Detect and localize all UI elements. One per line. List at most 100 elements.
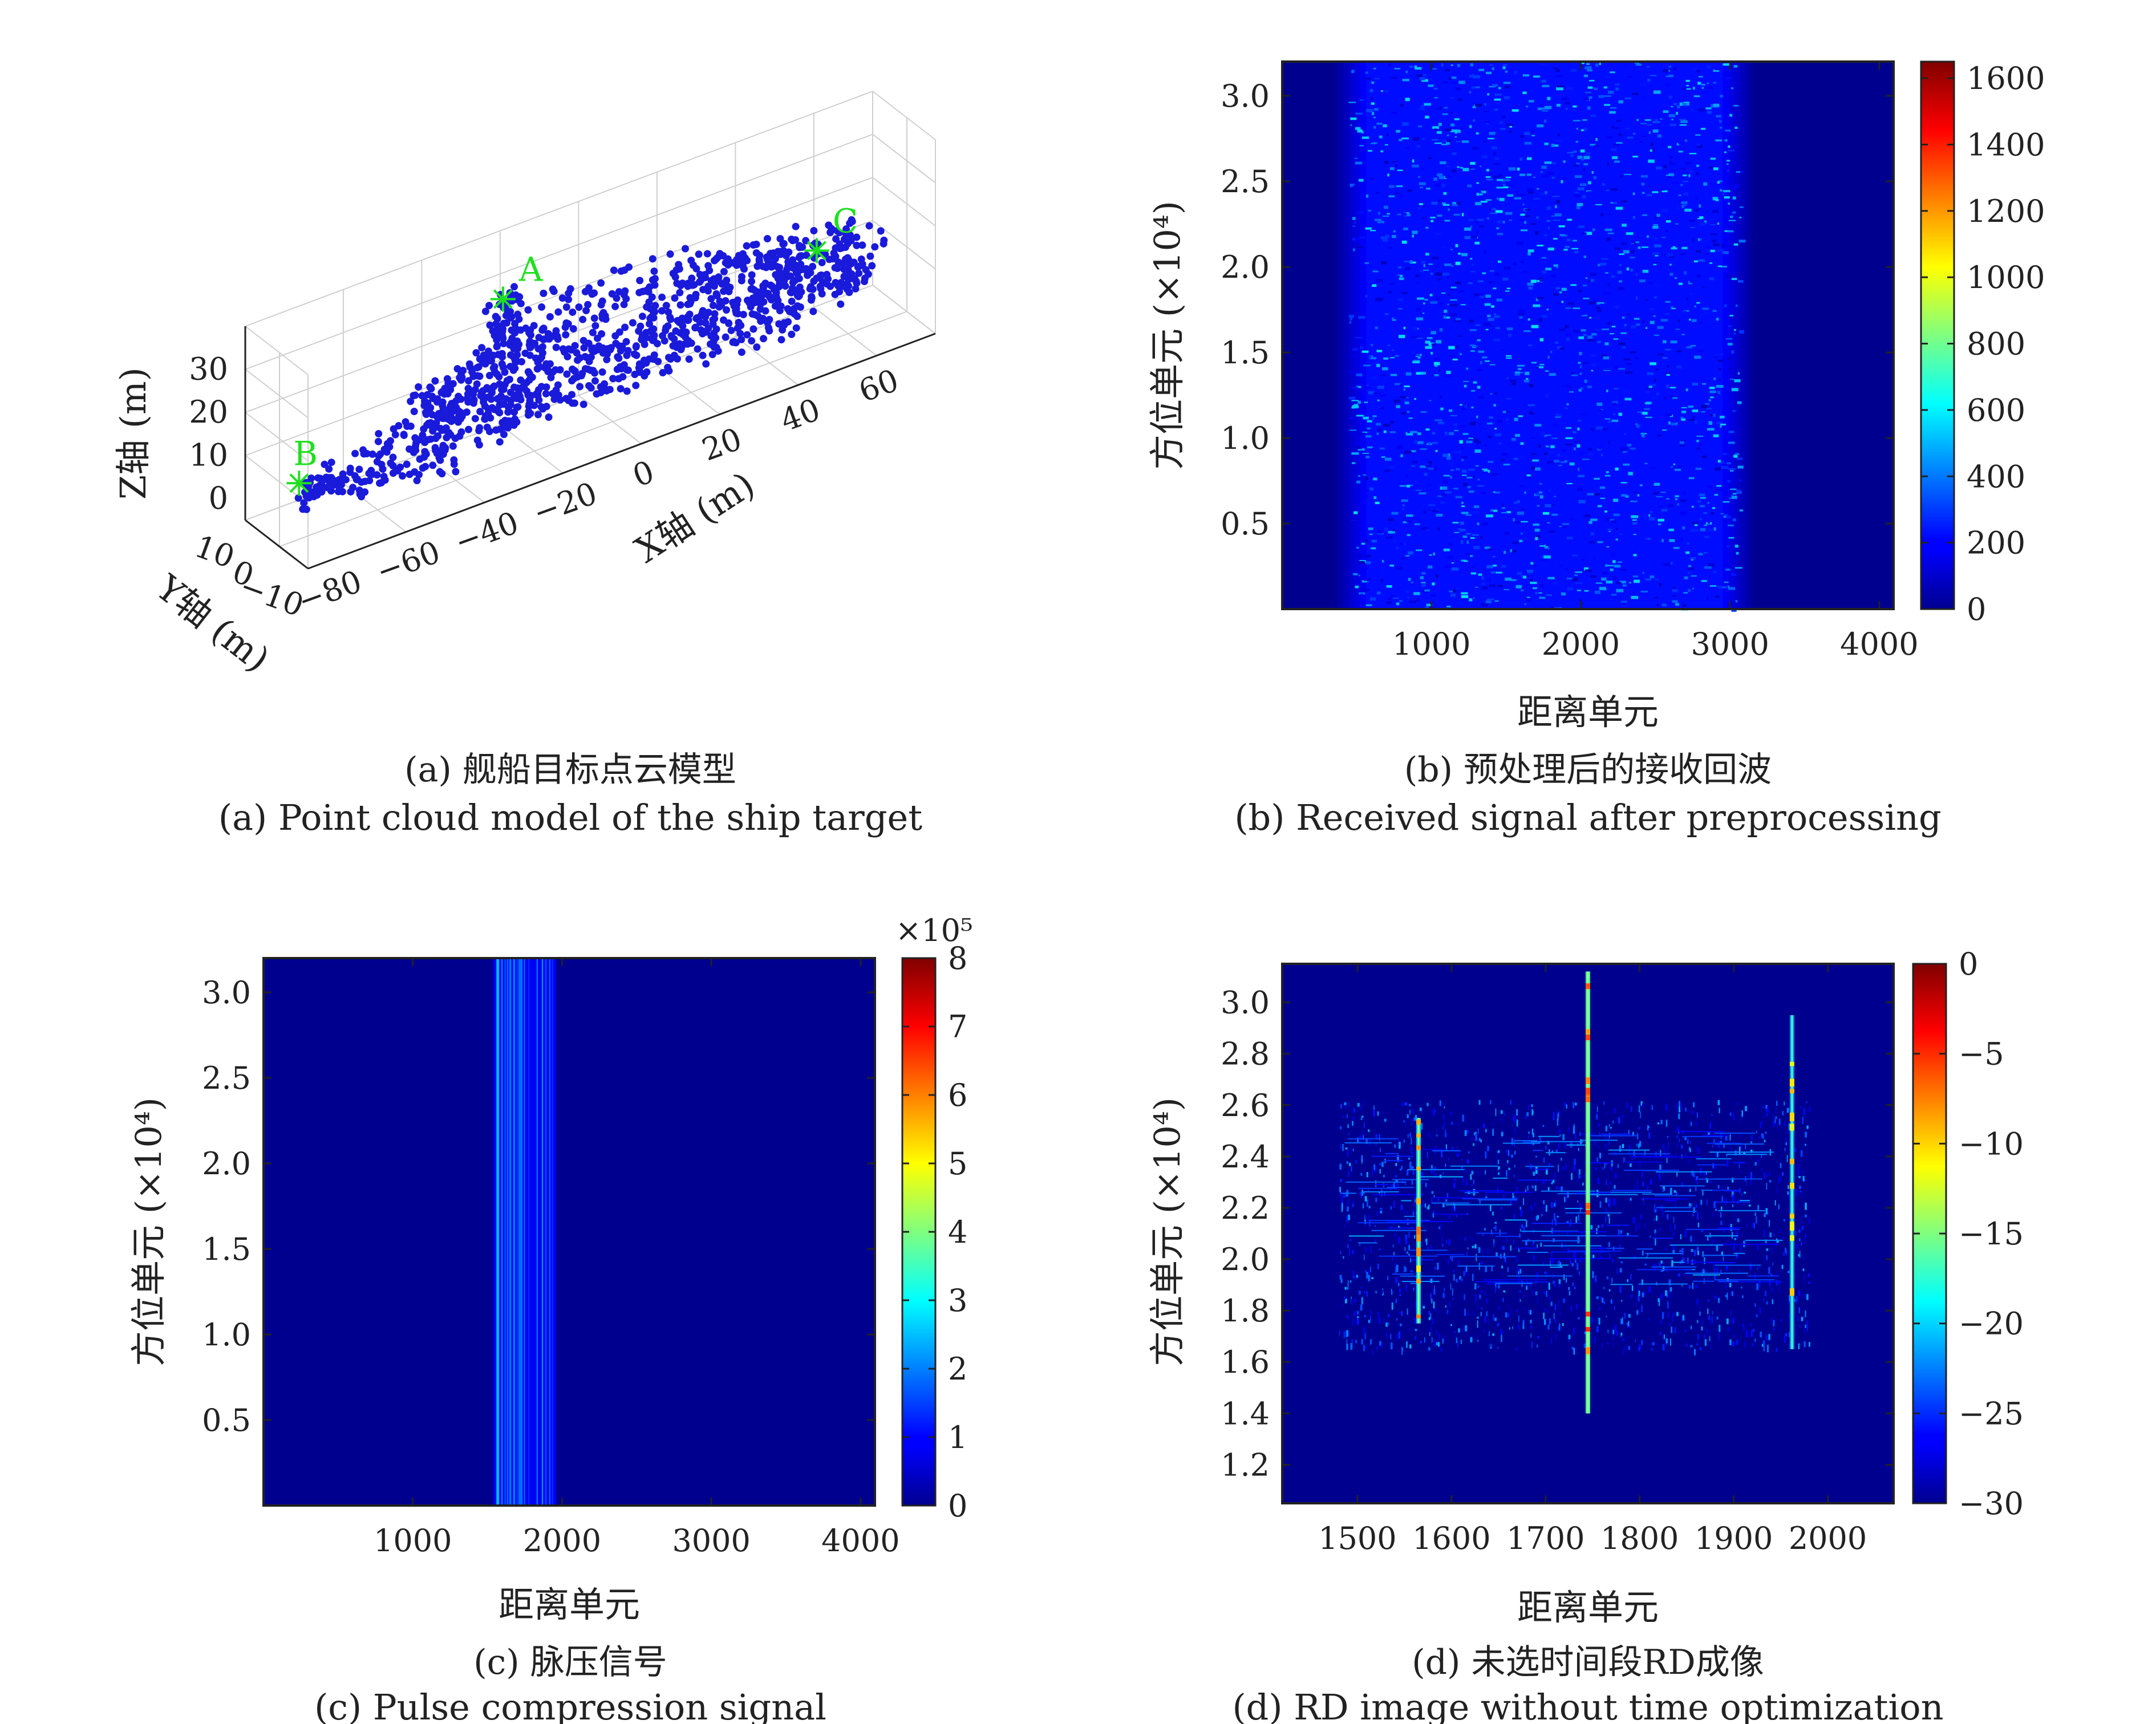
noise-speckle	[1614, 388, 1619, 390]
rd-scatter	[1360, 1304, 1363, 1311]
noise-speckle	[1481, 155, 1488, 159]
noise-speckle	[1695, 134, 1701, 136]
panel-c-xlabel: 距离单元	[499, 1584, 640, 1625]
noise-speckle	[1461, 456, 1468, 459]
cloud-point	[788, 308, 796, 316]
noise-speckle	[1533, 75, 1540, 78]
noise-speckle	[1497, 585, 1503, 587]
rd-scatter	[1428, 1317, 1431, 1320]
rd-scatter	[1357, 1102, 1360, 1107]
rd-scatter	[1596, 1157, 1599, 1162]
noise-speckle	[1471, 390, 1476, 392]
noise-speckle	[1566, 506, 1573, 510]
noise-speckle	[1424, 473, 1428, 476]
rd-scatter	[1441, 1150, 1443, 1158]
rd-scatter	[1414, 1317, 1416, 1324]
rd-scatter	[1394, 1262, 1396, 1267]
cloud-point	[483, 423, 491, 431]
rd-scatter	[1596, 1106, 1598, 1112]
noise-speckle	[1590, 144, 1596, 146]
noise-speckle	[1446, 139, 1452, 143]
noise-speckle	[1572, 578, 1578, 581]
noise-speckle	[1506, 355, 1511, 357]
noise-speckle	[1652, 129, 1659, 133]
noise-speckle	[1374, 78, 1380, 80]
noise-speckle	[1647, 79, 1651, 82]
rd-scatter	[1681, 1182, 1683, 1187]
rd-scatter	[1794, 1138, 1797, 1141]
rd-scatter	[1626, 1192, 1628, 1200]
rd-scatter	[1519, 1234, 1521, 1238]
rd-scatter	[1634, 1185, 1636, 1192]
noise-speckle	[1461, 447, 1464, 450]
rd-scatter	[1527, 1105, 1530, 1110]
noise-speckle	[1671, 584, 1673, 587]
noise-speckle	[1705, 246, 1711, 249]
rd-scatter	[1457, 1122, 1460, 1126]
noise-speckle	[1639, 484, 1643, 486]
rd-scatter	[1339, 1192, 1342, 1196]
noise-speckle	[1421, 261, 1426, 263]
noise-speckle	[1662, 357, 1668, 359]
noise-speckle	[1668, 421, 1671, 425]
noise-speckle	[1723, 513, 1728, 517]
rd-scatter	[1485, 1193, 1487, 1196]
noise-speckle	[1384, 469, 1391, 472]
rd-scatter	[1474, 1294, 1476, 1296]
noise-speckle	[1683, 492, 1686, 495]
noise-speckle	[1708, 563, 1715, 567]
noise-speckle	[1656, 392, 1659, 395]
noise-speckle	[1408, 417, 1413, 419]
noise-speckle	[1681, 246, 1688, 250]
rd-scatter	[1579, 1259, 1581, 1261]
rd-scatter	[1364, 1215, 1366, 1223]
noise-speckle	[1386, 133, 1389, 136]
rd-scatter	[1483, 1329, 1485, 1333]
rd-scatter	[1616, 1267, 1618, 1273]
noise-speckle	[1717, 460, 1721, 463]
rd-scatter	[1346, 1161, 1348, 1164]
noise-speckle	[1595, 204, 1602, 205]
noise-speckle	[1620, 200, 1627, 202]
noise-speckle	[1566, 577, 1574, 579]
noise-speckle	[1405, 432, 1408, 434]
rd-scatter	[1361, 1338, 1363, 1345]
noise-speckle	[1538, 444, 1541, 448]
noise-speckle	[1683, 102, 1689, 103]
noise-speckle	[1472, 437, 1475, 439]
noise-speckle	[1456, 318, 1461, 321]
noise-speckle	[1579, 352, 1582, 355]
noise-speckle	[1702, 455, 1707, 459]
noise-speckle	[1700, 528, 1706, 532]
y-tick-label: 0.5	[202, 1402, 251, 1438]
rd-scatter	[1642, 1152, 1643, 1158]
y-tick-label: 3.0	[1221, 78, 1270, 114]
noise-speckle	[1468, 468, 1475, 471]
noise-speckle	[1615, 528, 1618, 530]
rd-scatter	[1424, 1337, 1425, 1343]
cloud-point	[803, 251, 810, 259]
rd-scatter	[1631, 1285, 1634, 1291]
noise-speckle	[1727, 343, 1733, 346]
noise-speckle	[1738, 598, 1742, 601]
cloud-point	[514, 310, 522, 318]
noise-speckle	[1646, 327, 1648, 329]
noise-speckle	[1694, 355, 1701, 359]
cloud-point	[450, 460, 458, 468]
rd-scatter	[1608, 1124, 1610, 1127]
noise-speckle	[1579, 387, 1584, 390]
noise-speckle	[1712, 413, 1716, 417]
noise-speckle	[1709, 262, 1713, 264]
cloud-point	[419, 431, 427, 439]
noise-speckle	[1716, 421, 1723, 424]
cloud-point	[489, 327, 497, 335]
cloud-point	[809, 307, 817, 315]
noise-speckle	[1579, 486, 1583, 488]
rd-scatter	[1638, 1284, 1640, 1292]
noise-speckle	[1680, 253, 1686, 255]
noise-speckle	[1737, 401, 1742, 404]
rd-scatter	[1557, 1186, 1560, 1190]
noise-speckle	[1405, 267, 1411, 270]
noise-speckle	[1669, 396, 1675, 397]
noise-speckle	[1450, 64, 1453, 66]
